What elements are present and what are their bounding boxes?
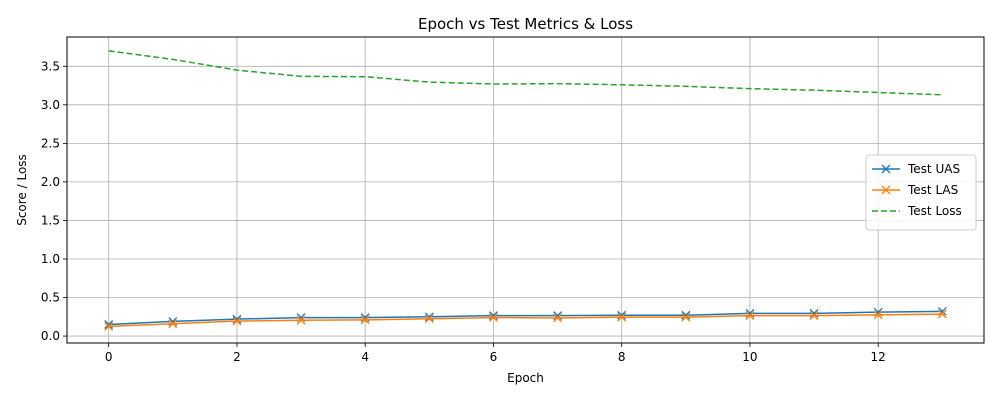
test-las-series: [104, 309, 947, 331]
test-loss-series: [108, 50, 943, 96]
y-tick-label: 1.5: [41, 213, 60, 227]
grid-lines: [67, 37, 984, 343]
test-las-marker: [488, 313, 498, 323]
series-layer: [104, 50, 947, 331]
x-tick-label: 8: [618, 350, 626, 364]
axis-ticks: 0 2 4 6 8 10 12 0.0 0.5 1.0 1.5 2.0 2.5 3.0 3.5: [41, 59, 886, 364]
legend-marker-test-las: [881, 185, 891, 195]
test-las-marker: [104, 321, 114, 331]
test-las-marker: [745, 311, 755, 321]
y-axis-label: Score / Loss: [15, 154, 29, 226]
legend-label-test-loss: Test Loss: [907, 204, 962, 218]
test-las-marker: [360, 315, 370, 325]
test-las-marker: [168, 319, 178, 329]
chart-title: Epoch vs Test Metrics & Loss: [418, 15, 633, 33]
x-tick-label: 4: [361, 350, 369, 364]
x-tick-label: 0: [105, 350, 113, 364]
test-las-marker: [553, 313, 563, 323]
test-las-marker: [617, 312, 627, 322]
y-tick-label: 0.0: [41, 329, 60, 343]
test-las-marker: [873, 310, 883, 320]
x-tick-label: 2: [233, 350, 241, 364]
x-tick-label: 10: [742, 350, 757, 364]
test-las-marker: [232, 316, 242, 326]
x-tick-label: 6: [490, 350, 498, 364]
test-las-marker: [424, 314, 434, 324]
legend-marker-test-uas: [881, 164, 891, 174]
test-las-marker: [681, 312, 691, 322]
y-tick-label: 1.0: [41, 252, 60, 266]
test-loss-line: [108, 50, 943, 96]
test-uas-marker: [104, 320, 114, 329]
test-las-marker: [937, 309, 947, 319]
test-uas-line: [108, 310, 943, 326]
plot-frame: [66, 36, 985, 344]
test-las-marker: [809, 311, 819, 321]
test-las-line: [108, 313, 943, 328]
y-tick-label: 3.0: [41, 98, 60, 112]
y-tick-label: 3.5: [41, 59, 60, 73]
test-las-marker: [296, 315, 306, 325]
x-tick-label: 12: [871, 350, 886, 364]
x-axis-label: Epoch: [507, 371, 544, 385]
legend-label-test-las: Test LAS: [907, 183, 958, 197]
legend: Test UAS Test LAS Test Loss: [865, 154, 977, 231]
y-tick-label: 0.5: [41, 291, 60, 305]
y-tick-label: 2.5: [41, 136, 60, 150]
legend-label-test-uas: Test UAS: [907, 162, 960, 176]
y-tick-label: 2.0: [41, 175, 60, 189]
